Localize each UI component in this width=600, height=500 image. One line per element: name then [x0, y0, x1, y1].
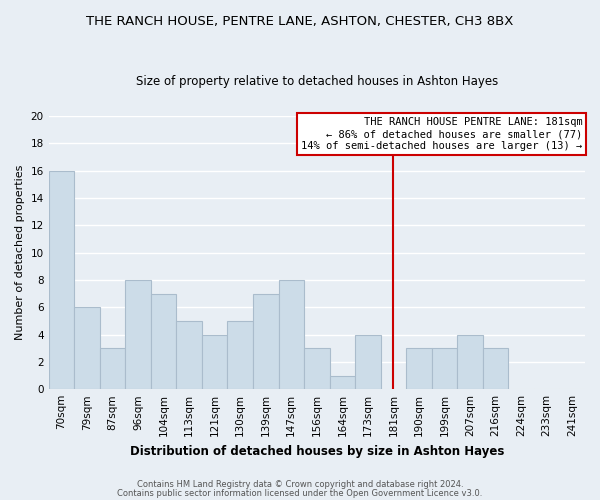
- Bar: [151, 294, 176, 389]
- Bar: [202, 334, 227, 389]
- Text: Contains public sector information licensed under the Open Government Licence v3: Contains public sector information licen…: [118, 488, 482, 498]
- Bar: [432, 348, 457, 389]
- Bar: [278, 280, 304, 389]
- Y-axis label: Number of detached properties: Number of detached properties: [15, 165, 25, 340]
- Bar: [227, 321, 253, 389]
- Bar: [304, 348, 329, 389]
- Bar: [483, 348, 508, 389]
- Bar: [176, 321, 202, 389]
- Title: Size of property relative to detached houses in Ashton Hayes: Size of property relative to detached ho…: [136, 76, 498, 88]
- Bar: [125, 280, 151, 389]
- Bar: [329, 376, 355, 389]
- Text: THE RANCH HOUSE, PENTRE LANE, ASHTON, CHESTER, CH3 8BX: THE RANCH HOUSE, PENTRE LANE, ASHTON, CH…: [86, 15, 514, 28]
- Bar: [253, 294, 278, 389]
- X-axis label: Distribution of detached houses by size in Ashton Hayes: Distribution of detached houses by size …: [130, 444, 504, 458]
- Bar: [457, 334, 483, 389]
- Bar: [355, 334, 380, 389]
- Bar: [74, 307, 100, 389]
- Text: THE RANCH HOUSE PENTRE LANE: 181sqm
← 86% of detached houses are smaller (77)
14: THE RANCH HOUSE PENTRE LANE: 181sqm ← 86…: [301, 118, 583, 150]
- Text: Contains HM Land Registry data © Crown copyright and database right 2024.: Contains HM Land Registry data © Crown c…: [137, 480, 463, 489]
- Bar: [406, 348, 432, 389]
- Bar: [49, 170, 74, 389]
- Bar: [100, 348, 125, 389]
